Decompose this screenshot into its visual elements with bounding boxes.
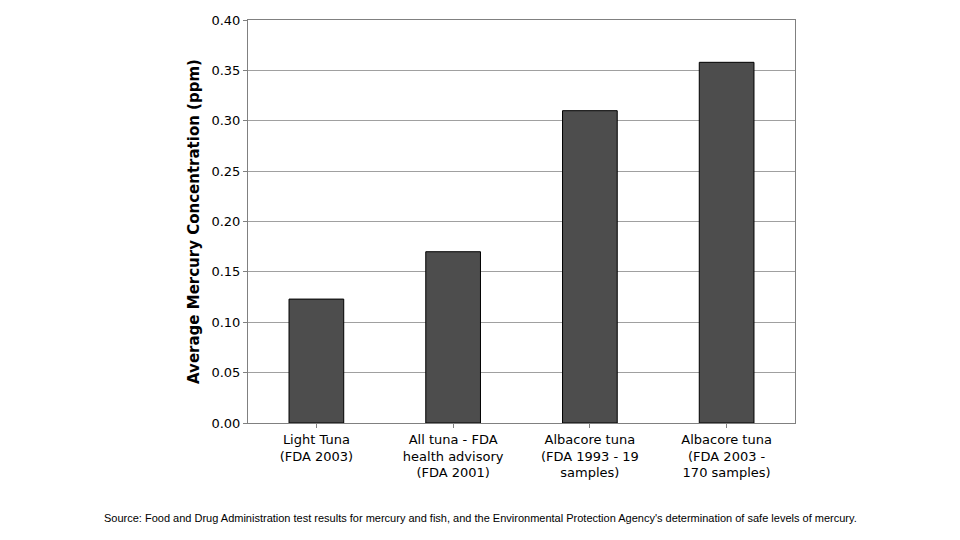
- svg-text:Average Mercury Concentration: Average Mercury Concentration (ppm): [185, 59, 203, 384]
- svg-text:0.15: 0.15: [211, 264, 240, 279]
- svg-text:Albacore tuna(FDA 2003 -170 sa: Albacore tuna(FDA 2003 -170 samples): [681, 432, 772, 481]
- svg-text:0.10: 0.10: [211, 315, 240, 330]
- svg-text:0.00: 0.00: [211, 416, 240, 431]
- svg-text:0.30: 0.30: [211, 113, 240, 128]
- svg-text:0.25: 0.25: [211, 164, 240, 179]
- svg-text:0.05: 0.05: [211, 365, 240, 380]
- svg-text:Albacore tuna(FDA 1993 - 19sam: Albacore tuna(FDA 1993 - 19samples): [541, 432, 639, 481]
- svg-text:0.20: 0.20: [211, 214, 240, 229]
- svg-text:All tuna - FDAhealth advisory(: All tuna - FDAhealth advisory(FDA 2001): [403, 432, 504, 481]
- svg-text:Light Tuna(FDA 2003): Light Tuna(FDA 2003): [280, 432, 354, 464]
- svg-text:0.35: 0.35: [211, 63, 240, 78]
- svg-text:Source: Food and Drug Administ: Source: Food and Drug Administration tes…: [104, 512, 857, 524]
- svg-text:0.40: 0.40: [211, 13, 240, 28]
